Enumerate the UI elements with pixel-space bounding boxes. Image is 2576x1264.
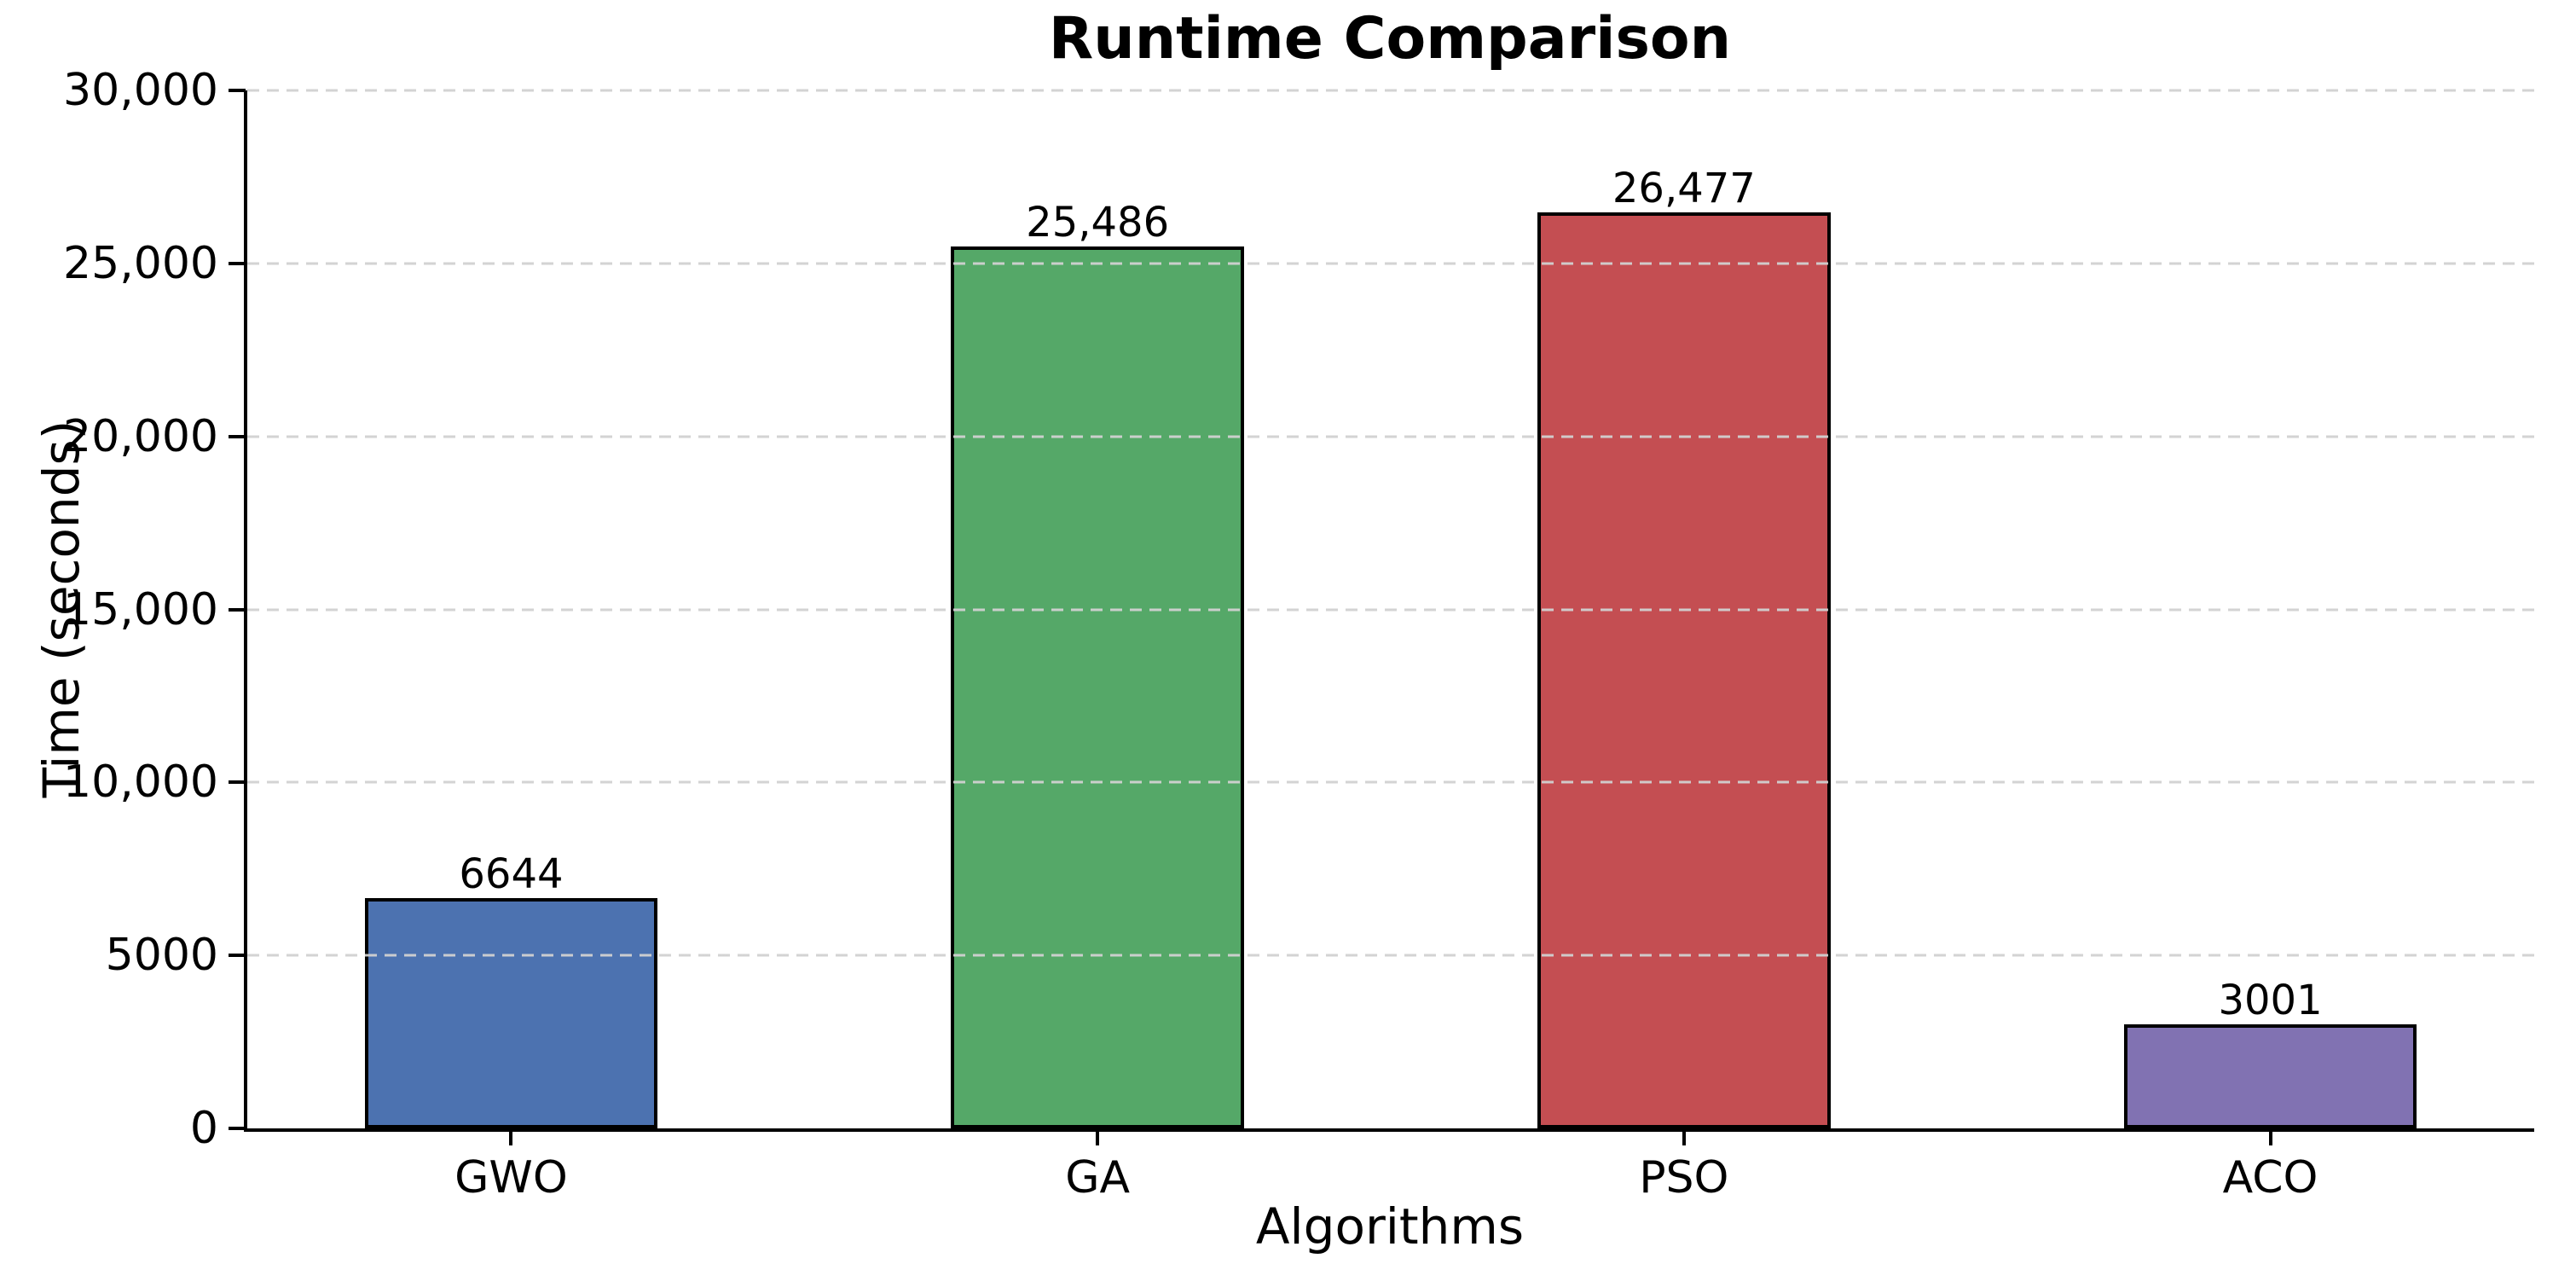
x-axis-label: Algorithms [1255,1197,1525,1255]
y-tick-label: 30,000 [63,65,218,116]
y-gridline [247,435,2534,438]
bar-value-label: 6644 [459,850,564,899]
x-tick-mark [1096,1130,1100,1145]
y-tick-label: 0 [189,1103,218,1154]
x-tick-label: ACO [2222,1152,2318,1203]
y-tick-label: 10,000 [63,757,218,809]
bar-gwo: 6644 [364,854,658,1128]
x-tick-mark [1682,1130,1686,1145]
y-tick-mark [229,954,246,958]
y-tick-mark [229,1127,246,1130]
bar-ga: 25,486 [951,202,1245,1128]
y-tick-mark [229,261,246,265]
y-tick-mark [229,434,246,438]
y-gridline [247,608,2534,611]
x-axis-spine [244,1128,2534,1132]
y-tick-mark [229,89,246,92]
y-gridline [247,780,2534,784]
y-gridline [247,262,2534,265]
x-tick-mark [509,1130,513,1145]
y-axis-spine [244,90,247,1132]
y-gridline [247,954,2534,957]
y-tick-label: 15,000 [63,583,218,635]
x-tick-label: GA [1065,1152,1131,1203]
y-gridline [247,89,2534,92]
y-tick-mark [229,780,246,785]
y-tick-label: 5000 [105,930,218,982]
bar-value-label: 3001 [2218,977,2323,1025]
bar-value-label: 25,486 [1026,199,1170,247]
bar-aco: 3001 [2123,980,2417,1128]
bar-pso: 26,477 [1537,168,1831,1128]
chart-title: Runtime Comparison [1048,5,1732,72]
y-tick-mark [229,607,246,612]
bar-value-label: 26,477 [1612,164,1756,212]
y-tick-label: 20,000 [63,410,218,462]
x-tick-label: GWO [454,1152,568,1203]
x-tick-label: PSO [1639,1152,1729,1203]
plot-area: 0 5000 10,000 15,000 20,000 25,000 30,000 6644 G… [63,68,2534,1200]
x-tick-mark [2268,1130,2272,1145]
y-tick-label: 25,000 [63,237,218,289]
